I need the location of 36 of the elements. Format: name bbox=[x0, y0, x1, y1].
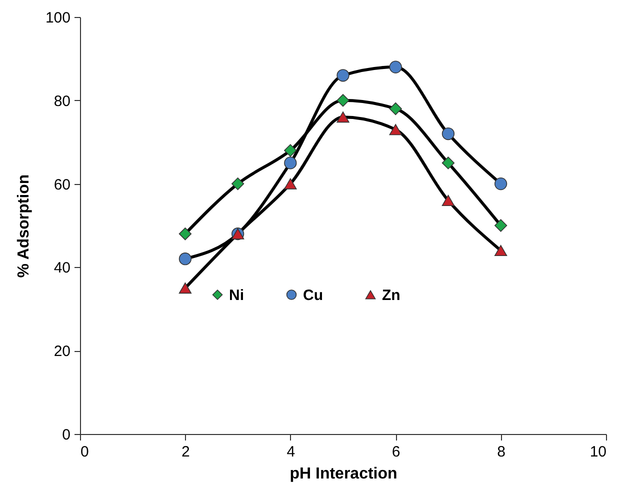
point bbox=[336, 112, 350, 123]
point bbox=[336, 69, 350, 82]
point bbox=[494, 244, 508, 256]
legend-label: Zn bbox=[382, 286, 400, 304]
x-tick-label: 10 bbox=[590, 444, 606, 460]
y-tick-label: 40 bbox=[54, 260, 70, 277]
point bbox=[389, 60, 402, 74]
legend-label: Cu bbox=[303, 286, 323, 304]
point bbox=[442, 127, 455, 140]
x-tick-label: 2 bbox=[182, 444, 190, 460]
point bbox=[389, 102, 402, 116]
point bbox=[178, 252, 192, 266]
point bbox=[389, 124, 402, 136]
x-tick-label: 0 bbox=[80, 444, 89, 460]
point bbox=[284, 144, 297, 157]
x-axis-title: pH Interaction bbox=[290, 466, 398, 482]
y-tick-label: 60 bbox=[54, 176, 70, 194]
y-axis-title: % Adsorption bbox=[15, 174, 32, 278]
x-tick-label: 8 bbox=[497, 444, 506, 460]
point bbox=[336, 94, 350, 107]
x-tick-label: 6 bbox=[392, 444, 400, 460]
point bbox=[494, 177, 508, 190]
point bbox=[442, 156, 455, 170]
point bbox=[178, 282, 192, 294]
point bbox=[284, 156, 297, 170]
point bbox=[494, 219, 508, 232]
point bbox=[178, 228, 192, 240]
legend-label: Ni bbox=[229, 286, 244, 304]
point bbox=[231, 177, 244, 190]
point bbox=[442, 194, 455, 206]
y-tick-label: 20 bbox=[54, 343, 70, 360]
y-tick-label: 0 bbox=[62, 426, 70, 444]
point bbox=[284, 178, 297, 190]
x-tick-label: 4 bbox=[286, 444, 296, 460]
y-tick-label: 100 bbox=[45, 10, 70, 26]
y-tick-label: 80 bbox=[54, 92, 70, 110]
